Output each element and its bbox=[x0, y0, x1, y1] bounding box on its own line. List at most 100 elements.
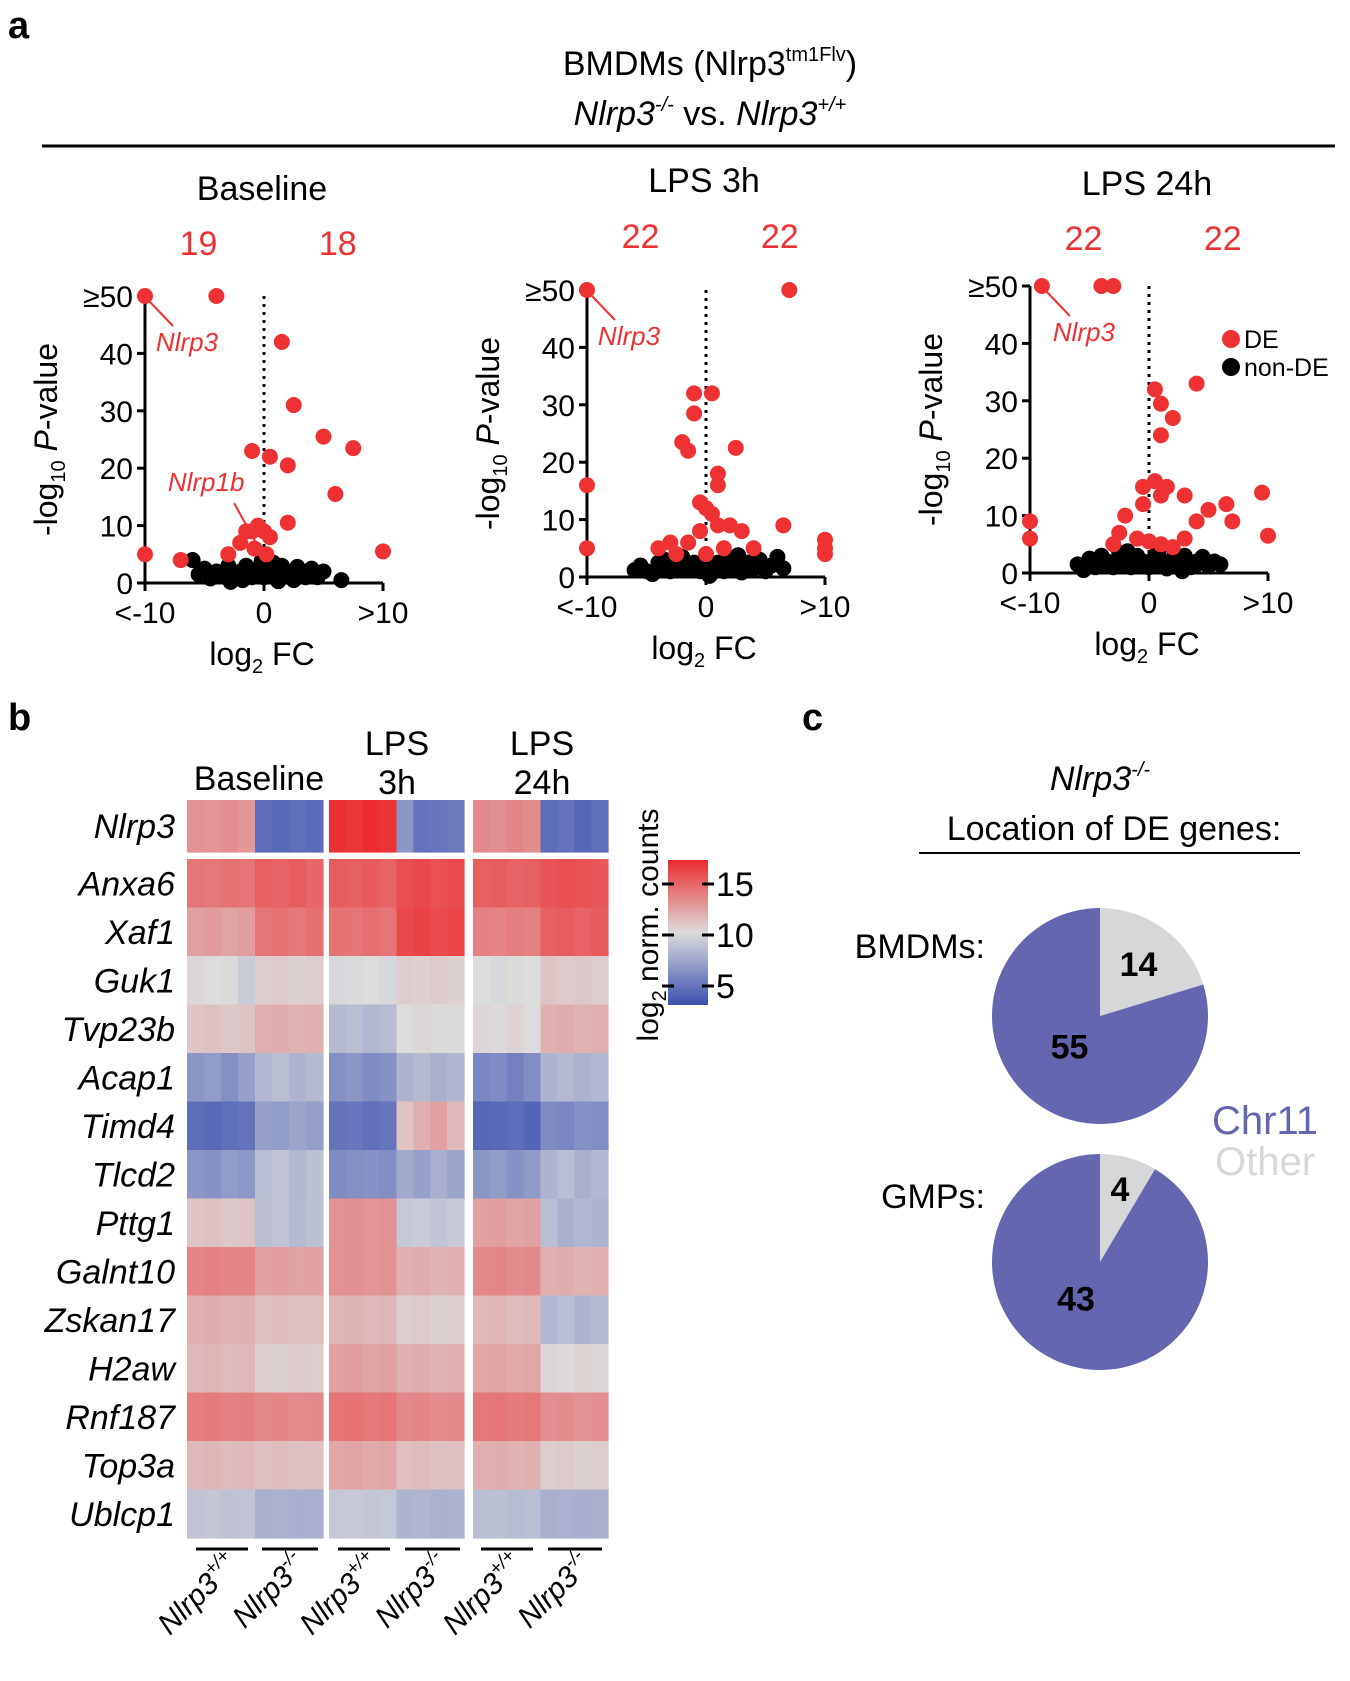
panel-label-a: a bbox=[8, 5, 30, 47]
heatmap-cell bbox=[413, 1344, 431, 1394]
de-point bbox=[1176, 487, 1193, 504]
heatmap-cell bbox=[489, 1247, 508, 1297]
de-point bbox=[1188, 375, 1205, 392]
heatmap-cell bbox=[379, 1198, 398, 1248]
heatmap-cell bbox=[591, 1489, 609, 1539]
heatmap-cell bbox=[447, 1053, 465, 1103]
heatmap-cell bbox=[255, 1150, 273, 1200]
heatmap-cell bbox=[591, 1101, 609, 1151]
heatmap-cell bbox=[574, 1441, 592, 1491]
heatmap-cell bbox=[362, 1441, 381, 1491]
heatmap-cell bbox=[345, 1489, 364, 1539]
heatmap-cell bbox=[306, 907, 324, 957]
heatmap-cell bbox=[413, 907, 431, 957]
heatmap-cell bbox=[540, 859, 558, 909]
y-tick-label: 40 bbox=[542, 332, 575, 365]
heatmap-group-title: 3h bbox=[378, 764, 416, 802]
heatmap-cell bbox=[329, 1053, 347, 1103]
heatmap-cell bbox=[329, 859, 347, 909]
de-point bbox=[1105, 278, 1122, 294]
heatmap-cell bbox=[187, 1247, 205, 1297]
heatmap-cell bbox=[540, 1441, 558, 1491]
heatmap-cell bbox=[523, 1053, 542, 1103]
heatmap-cell bbox=[289, 1489, 307, 1539]
heatmap-cell bbox=[379, 1004, 398, 1054]
heatmap-cell bbox=[379, 1295, 398, 1345]
heatmap-row-label: Nlrp3 bbox=[94, 808, 175, 846]
heatmap-cell bbox=[591, 1392, 609, 1442]
heatmap-cell bbox=[272, 1247, 290, 1297]
heatmap-cell bbox=[413, 859, 431, 909]
x-tick-label: <-10 bbox=[115, 597, 176, 630]
heatmap-cell bbox=[187, 1198, 205, 1248]
heatmap-cell bbox=[345, 1198, 364, 1248]
heatmap-cell bbox=[413, 1247, 431, 1297]
y-axis-label-sub: 10 bbox=[933, 450, 955, 472]
heatmap-cell bbox=[238, 1247, 256, 1297]
count-down: 19 bbox=[180, 225, 218, 263]
y-tick-label: 10 bbox=[985, 501, 1018, 534]
heatmap-cell bbox=[289, 1101, 307, 1151]
heatmap-cell bbox=[362, 1198, 381, 1248]
heatmap-cell bbox=[430, 907, 448, 957]
heatmap-cell bbox=[473, 859, 491, 909]
de-point bbox=[733, 523, 750, 540]
heatmap-cell bbox=[430, 1150, 448, 1200]
heatmap-cell bbox=[396, 1489, 414, 1539]
de-point bbox=[172, 552, 189, 569]
heatmap-cell bbox=[473, 956, 491, 1006]
volcano-title: Baseline bbox=[197, 170, 327, 208]
heatmap-cell bbox=[379, 859, 398, 909]
heatmap-cell bbox=[221, 1150, 239, 1200]
volcano-title: LPS 3h bbox=[648, 162, 760, 200]
heatmap-cell bbox=[289, 1053, 307, 1103]
nonde-point bbox=[730, 547, 747, 564]
de-point bbox=[680, 534, 697, 551]
heatmap-cell bbox=[187, 1344, 205, 1394]
y-axis-label-log: -log bbox=[470, 477, 506, 530]
heatmap-cell bbox=[289, 859, 307, 909]
heatmap-cell bbox=[506, 1295, 525, 1345]
y-tick-label: ≥50 bbox=[83, 281, 133, 314]
heatmap-cell bbox=[506, 1150, 525, 1200]
x-tick-label: <-10 bbox=[1000, 587, 1061, 620]
nonde-point bbox=[1212, 556, 1229, 573]
heatmap-cell bbox=[413, 956, 431, 1006]
heatmap-cell bbox=[557, 800, 575, 853]
heatmap-cell bbox=[413, 1053, 431, 1103]
heatmap-cell bbox=[255, 1053, 273, 1103]
x-axis-label-log: log bbox=[1094, 626, 1137, 662]
heatmap-cell bbox=[362, 1004, 381, 1054]
heatmap-cell bbox=[447, 956, 465, 1006]
heatmap-cell bbox=[379, 1441, 398, 1491]
heatmap-cell bbox=[255, 956, 273, 1006]
de-point bbox=[1188, 513, 1205, 530]
count-up: 22 bbox=[1204, 220, 1242, 258]
heatmap-cell bbox=[187, 859, 205, 909]
volcano-title: LPS 24h bbox=[1082, 165, 1212, 203]
heatmap-cell bbox=[221, 1344, 239, 1394]
heatmap-cell bbox=[187, 1441, 205, 1491]
heatmap-cell bbox=[557, 1004, 575, 1054]
legend-de-marker bbox=[1222, 330, 1240, 348]
heatmap-cell bbox=[523, 1150, 542, 1200]
pie-label: BMDMs: bbox=[855, 928, 985, 966]
heatmap-cell bbox=[430, 1489, 448, 1539]
heatmap-cell bbox=[272, 859, 290, 909]
heatmap-cell bbox=[289, 956, 307, 1006]
count-up: 18 bbox=[319, 225, 357, 263]
heatmap-cell bbox=[289, 1247, 307, 1297]
heatmap-cell bbox=[473, 1344, 491, 1394]
y-tick-label: 20 bbox=[542, 447, 575, 480]
heatmap-cell bbox=[272, 1053, 290, 1103]
heatmap-cell bbox=[238, 1295, 256, 1345]
volcano-legend: DE non-DE bbox=[1222, 326, 1329, 382]
heatmap-cell bbox=[447, 800, 465, 853]
heatmap-cell bbox=[473, 1295, 491, 1345]
heatmap-cell bbox=[255, 1441, 273, 1491]
heatmap-cell bbox=[396, 1053, 414, 1103]
heatmap-cell bbox=[379, 800, 398, 853]
de-point bbox=[579, 477, 595, 494]
de-point bbox=[261, 448, 278, 465]
heatmap-cell bbox=[379, 1053, 398, 1103]
